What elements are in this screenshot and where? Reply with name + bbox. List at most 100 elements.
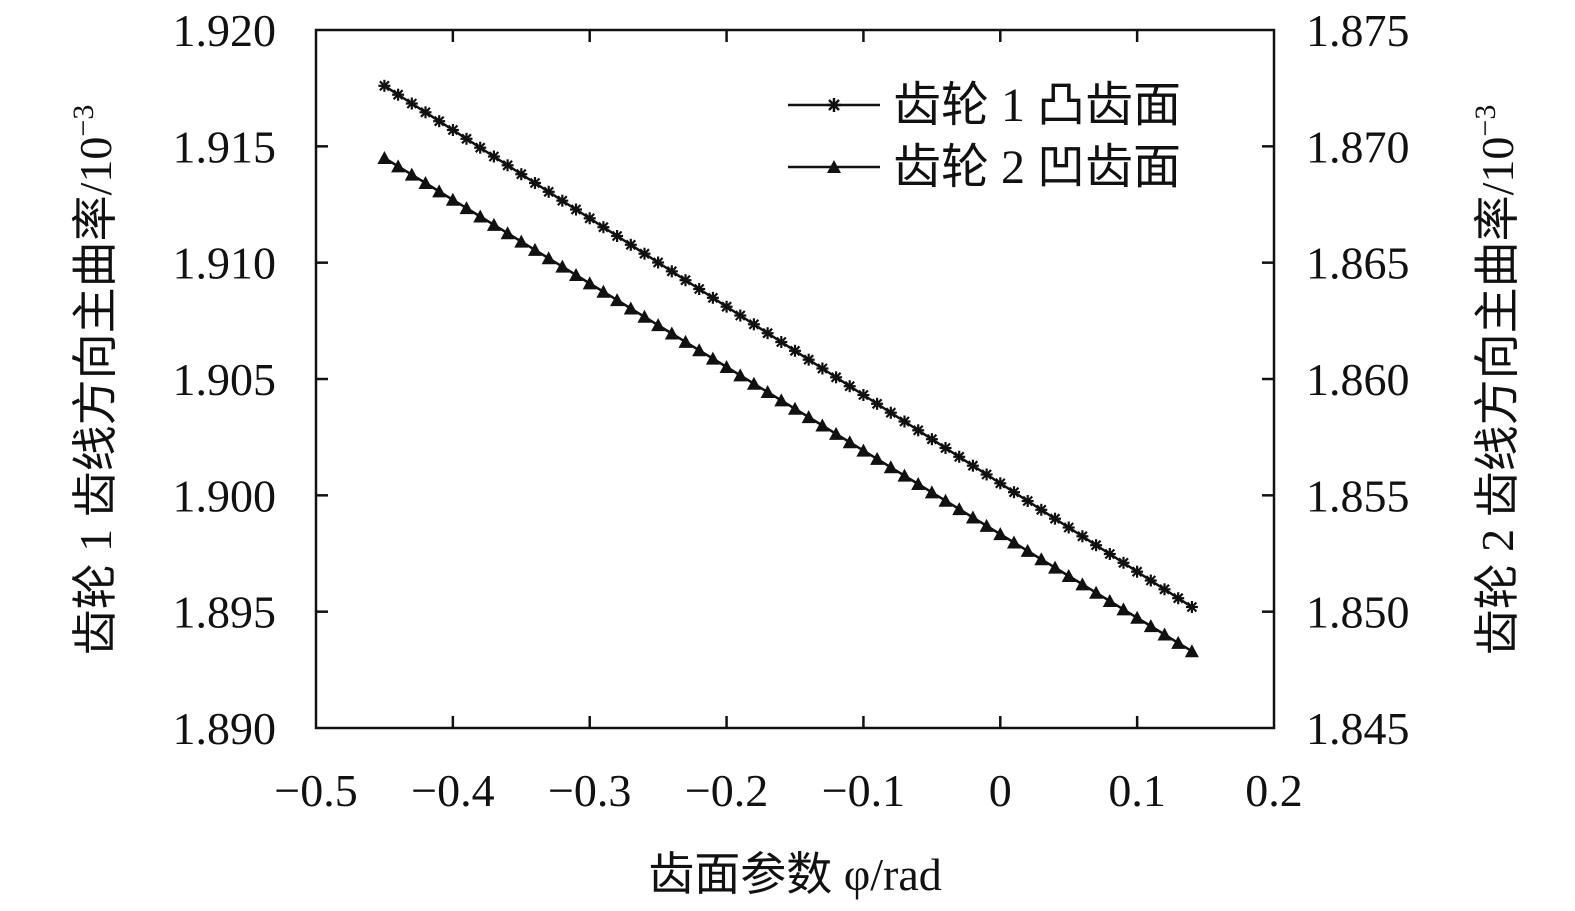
data-point-triangle (774, 393, 789, 407)
data-point-triangle (486, 217, 501, 231)
data-point-triangle (678, 334, 693, 348)
data-point-asterisk (583, 212, 596, 225)
series-2 (377, 150, 1199, 658)
data-point-triangle (404, 167, 419, 181)
data-point-triangle (815, 418, 830, 432)
data-point-asterisk (1185, 601, 1198, 613)
data-point-triangle (856, 443, 871, 457)
data-point-triangle (1171, 635, 1186, 649)
data-point-asterisk (556, 194, 569, 207)
data-point-asterisk (652, 256, 665, 269)
data-point-triangle (952, 502, 967, 516)
data-point-triangle (965, 510, 980, 524)
data-point-asterisk (679, 274, 692, 287)
data-point-asterisk (597, 221, 610, 234)
x-tick-label: −0.5 (274, 765, 357, 816)
data-point-triangle (719, 359, 734, 373)
data-point-triangle (1006, 535, 1021, 549)
data-point-asterisk (1008, 486, 1020, 499)
data-point-triangle (801, 410, 816, 424)
y-left-tick-label: 1.890 (173, 703, 277, 754)
data-point-triangle (1061, 568, 1076, 582)
data-point-asterisk (706, 291, 719, 304)
data-point-triangle (692, 343, 707, 357)
data-point-asterisk (1103, 548, 1116, 560)
data-point-triangle (569, 268, 584, 282)
series-1 (378, 79, 1198, 613)
data-point-triangle (555, 259, 570, 273)
y-left-tick-label: 1.895 (173, 587, 277, 638)
data-point-triangle (1184, 644, 1199, 658)
data-point-triangle (979, 518, 994, 532)
y-left-tick-label: 1.905 (173, 354, 277, 405)
data-point-triangle (911, 477, 926, 491)
y-right-tick-label: 1.870 (1306, 121, 1410, 172)
data-point-asterisk (392, 88, 405, 101)
data-point-triangle (788, 401, 802, 415)
data-point-triangle (1075, 577, 1090, 591)
x-axis-ticks: −0.5 −0.4 −0.3 −0.2 −0.1 0 0.1 0.2 (274, 30, 1303, 816)
legend-label-gear1: 齿轮 1 凸齿面 (893, 79, 1181, 132)
data-point-triangle (1020, 543, 1035, 557)
data-point-asterisk (720, 300, 733, 313)
data-point-triangle (897, 468, 912, 482)
data-point-triangle (637, 309, 652, 323)
data-point-asterisk (898, 415, 911, 428)
data-point-triangle (527, 242, 542, 256)
data-point-asterisk (419, 106, 432, 119)
data-point-triangle (1034, 552, 1049, 566)
data-point-asterisk (446, 124, 459, 136)
legend-marker-triangle (827, 160, 841, 173)
y-axis-left-title-text: 齿轮 1 齿线方向主曲率/10 (70, 137, 121, 656)
data-point-asterisk (570, 203, 582, 216)
data-point-triangle (760, 385, 775, 399)
data-point-triangle (500, 226, 515, 240)
data-point-triangle (938, 493, 953, 507)
data-point-triangle (842, 435, 857, 449)
data-point-asterisk (1144, 574, 1157, 587)
legend-label-gear2: 齿轮 2 凹齿面 (893, 141, 1181, 194)
y-right-tick-label: 1.845 (1306, 703, 1410, 754)
data-point-triangle (651, 318, 666, 332)
data-point-triangle (870, 451, 885, 465)
data-point-asterisk (433, 115, 446, 128)
y-axis-right-title-text: 齿轮 2 齿线方向主曲率/10 (1472, 137, 1523, 656)
data-point-asterisk (871, 397, 884, 410)
data-point-asterisk (638, 247, 651, 260)
data-point-triangle (623, 301, 638, 315)
y-right-tick-label: 1.860 (1306, 354, 1410, 405)
data-point-asterisk (542, 185, 555, 198)
y-left-tick-label: 1.910 (173, 238, 277, 289)
data-point-triangle (459, 201, 474, 215)
legend-marker-asterisk (827, 98, 841, 112)
data-point-triangle (418, 176, 433, 190)
data-point-asterisk (378, 79, 391, 92)
y-left-tick-label: 1.915 (173, 121, 277, 172)
data-point-triangle (829, 426, 844, 440)
data-point-asterisk (515, 168, 528, 181)
data-point-asterisk (994, 477, 1007, 490)
data-point-asterisk (460, 132, 473, 145)
y-axis-right-title: 齿轮 2 齿线方向主曲率/10−3 (1469, 105, 1523, 656)
data-point-triangle (582, 276, 597, 290)
data-point-triangle (1089, 585, 1104, 599)
y-right-tick-label: 1.875 (1306, 5, 1410, 56)
data-point-triangle (1157, 627, 1172, 641)
data-point-triangle (445, 192, 460, 206)
x-tick-label: −0.1 (822, 765, 905, 816)
data-point-asterisk (843, 380, 856, 393)
series-layer (377, 79, 1199, 658)
data-point-triangle (541, 251, 556, 265)
x-tick-label: −0.2 (685, 765, 768, 816)
data-point-asterisk (830, 371, 843, 384)
x-tick-label: 0.1 (1108, 765, 1166, 816)
y-axis-left-title-exponent: −3 (67, 105, 100, 137)
data-point-triangle (746, 376, 761, 390)
data-point-triangle (924, 485, 939, 499)
data-point-asterisk (611, 230, 624, 242)
data-point-triangle (377, 150, 392, 164)
data-point-asterisk (802, 353, 815, 366)
data-point-asterisk (1062, 521, 1075, 534)
data-point-triangle (1048, 560, 1063, 574)
